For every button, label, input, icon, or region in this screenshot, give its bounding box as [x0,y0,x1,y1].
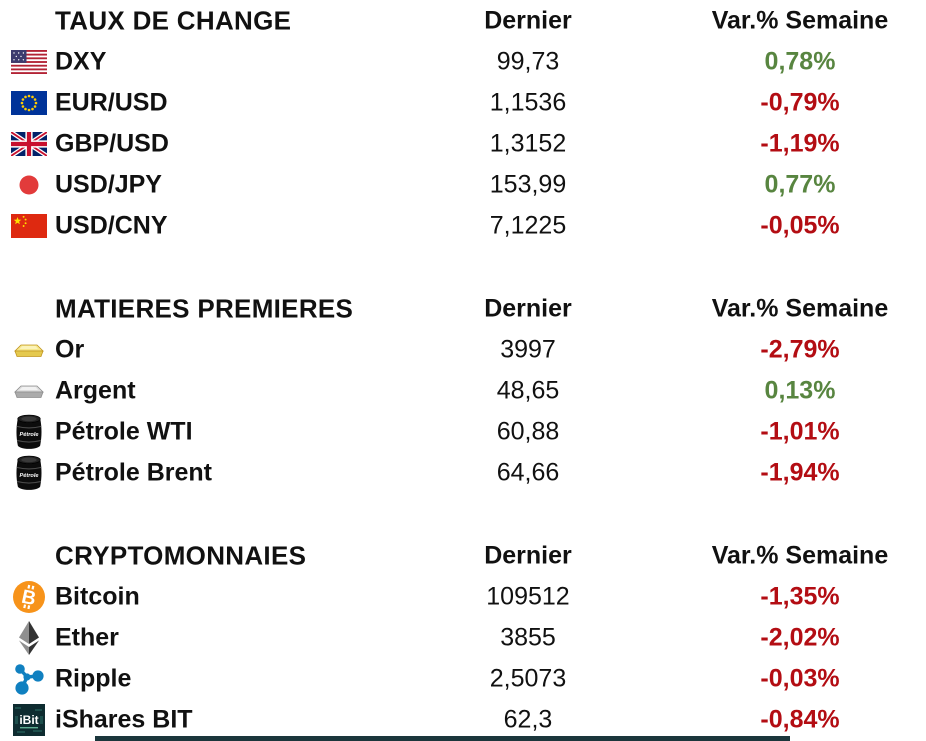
last-value: 1,1536 [489,88,567,116]
silver-bar-icon [8,370,50,411]
cut-off-next-section-bar [95,736,790,741]
last-value: 48,65 [496,376,560,404]
svg-text:B: B [20,585,38,609]
table-row: Argent 48,65 0,13% [0,370,926,411]
column-header-last: Dernier [484,541,572,569]
svg-text:Pétrole: Pétrole [19,432,38,438]
last-value: 1,3152 [489,129,567,157]
instrument-label: Argent [55,376,136,404]
table-row: Or 3997 -2,79% [0,329,926,370]
instrument-label: USD/JPY [55,170,162,198]
weekly-change-value: -0,84% [760,705,840,733]
weekly-change-value: 0,77% [764,170,836,198]
weekly-change-value: -1,19% [760,129,840,157]
table-row: Ether 3855 -2,02% [0,617,926,658]
instrument-label: DXY [55,47,107,75]
instrument-label: Ripple [55,664,132,692]
section-header-row: TAUX DE CHANGE Dernier Var.% Semaine [0,0,926,41]
column-header-last: Dernier [484,6,572,34]
ether-icon [8,617,50,658]
table-row: iBit iShares BIT 62,3 -0,84% [0,699,926,740]
weekly-change-value: -0,79% [760,88,840,116]
svg-text:iBit: iBit [19,713,38,727]
us-flag-icon [8,41,50,82]
table-row: Pétrole Pétrole WTI 60,88 -1,01% [0,411,926,452]
section-title: CRYPTOMONNAIES [55,540,307,570]
weekly-change-value: -1,01% [760,417,840,445]
weekly-change-value: -0,03% [760,664,840,692]
table-row: B Bitcoin 109512 -1,35% [0,576,926,617]
instrument-label: EUR/USD [55,88,168,116]
oil-barrel-icon: Pétrole [8,411,50,452]
section-taux-de-change: TAUX DE CHANGE Dernier Var.% Semaine DXY 99… [0,0,926,246]
section-title: MATIERES PREMIERES [55,293,354,323]
section-header-row: CRYPTOMONNAIES Dernier Var.% Semaine [0,535,926,576]
section-matieres-premieres: MATIERES PREMIERES Dernier Var.% Semaine O… [0,288,926,493]
table-row: DXY 99,73 0,78% [0,41,926,82]
table-row: EUR/USD 1,1536 -0,79% [0,82,926,123]
last-value: 7,1225 [489,211,567,239]
weekly-change-value: -1,94% [760,458,840,486]
gold-bar-icon [8,329,50,370]
last-value: 153,99 [489,170,567,198]
table-row: Pétrole Pétrole Brent 64,66 -1,94% [0,452,926,493]
table-row: USD/JPY 153,99 0,77% [0,164,926,205]
weekly-change-value: -1,35% [760,582,840,610]
last-value: 60,88 [496,417,560,445]
weekly-change-value: -0,05% [760,211,840,239]
instrument-label: iShares BIT [55,705,193,733]
instrument-label: USD/CNY [55,211,168,239]
weekly-change-value: -2,79% [760,335,840,363]
eu-flag-icon [8,82,50,123]
uk-flag-icon [8,123,50,164]
last-value: 64,66 [496,458,560,486]
table-row: Ripple 2,5073 -0,03% [0,658,926,699]
table-row: USD/CNY 7,1225 -0,05% [0,205,926,246]
section-cryptomonnaies: CRYPTOMONNAIES Dernier Var.% Semaine B Bit… [0,535,926,740]
instrument-label: Or [55,335,85,363]
bitcoin-icon: B [8,576,50,617]
instrument-label: GBP/USD [55,129,169,157]
ripple-icon [8,658,50,699]
instrument-label: Ether [55,623,119,651]
column-header-change: Var.% Semaine [711,541,889,569]
column-header-last: Dernier [484,294,572,322]
japan-flag-icon [8,164,50,205]
last-value: 3997 [500,335,556,363]
instrument-label: Pétrole Brent [55,458,212,486]
instrument-label: Bitcoin [55,582,140,610]
ishares-bit-icon: iBit [8,699,50,740]
instrument-label: Pétrole WTI [55,417,193,445]
weekly-change-value: 0,78% [764,47,836,75]
last-value: 109512 [486,582,570,610]
svg-text:Pétrole: Pétrole [19,473,38,479]
oil-barrel-icon: Pétrole [8,452,50,493]
column-header-change: Var.% Semaine [711,294,889,322]
last-value: 62,3 [503,705,553,733]
last-value: 2,5073 [489,664,567,692]
column-header-change: Var.% Semaine [711,6,889,34]
table-row: GBP/USD 1,3152 -1,19% [0,123,926,164]
last-value: 3855 [500,623,556,651]
last-value: 99,73 [496,47,560,75]
weekly-change-value: 0,13% [764,376,836,404]
china-flag-icon [8,205,50,246]
section-header-row: MATIERES PREMIERES Dernier Var.% Semaine [0,288,926,329]
section-title: TAUX DE CHANGE [55,5,292,35]
weekly-change-value: -2,02% [760,623,840,651]
